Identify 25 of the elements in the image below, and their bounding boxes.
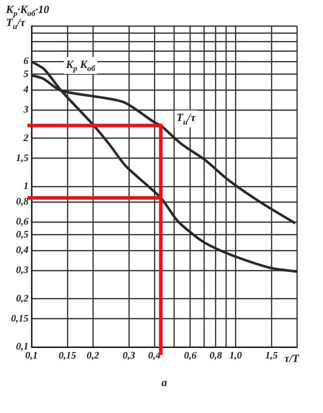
y-tick-label: 6 — [24, 56, 28, 68]
x-tick-label: 0,4 — [148, 350, 161, 362]
y-tick-label: 0,1 — [16, 342, 28, 353]
x-tick-label: 0,6 — [184, 350, 197, 362]
x-tick-label: 1,0 — [229, 350, 242, 362]
x-tick-label: 0,8 — [210, 350, 222, 362]
y-tick-label: 1 — [24, 181, 28, 192]
x-axis-title: τ/T — [284, 352, 300, 365]
text: a — [162, 376, 168, 389]
y-tick-label: 3 — [22, 104, 28, 116]
y-tick-label: 0,6 — [16, 216, 28, 228]
x-tick-label: 1,5 — [265, 350, 278, 362]
y-tick-label: 4 — [22, 84, 28, 96]
y-tick-label: 0,3 — [16, 265, 28, 276]
x-tick-label: 0,3 — [122, 350, 136, 362]
y-tick-label: 0,2 — [16, 293, 28, 304]
x-tick-label: 0,2 — [86, 350, 100, 362]
y-tick-label: 0,5 — [16, 229, 28, 240]
y-tick-label: 1,5 — [16, 152, 28, 164]
y-tick-label: 2 — [22, 132, 28, 144]
y-tick-label: 5 — [24, 68, 28, 80]
y-tick-label: 0,15 — [11, 313, 28, 324]
x-tick-label: 0,15 — [58, 350, 76, 362]
y-tick-label: 0,4 — [16, 244, 28, 256]
y-tick-label: 0,8 — [16, 196, 28, 208]
